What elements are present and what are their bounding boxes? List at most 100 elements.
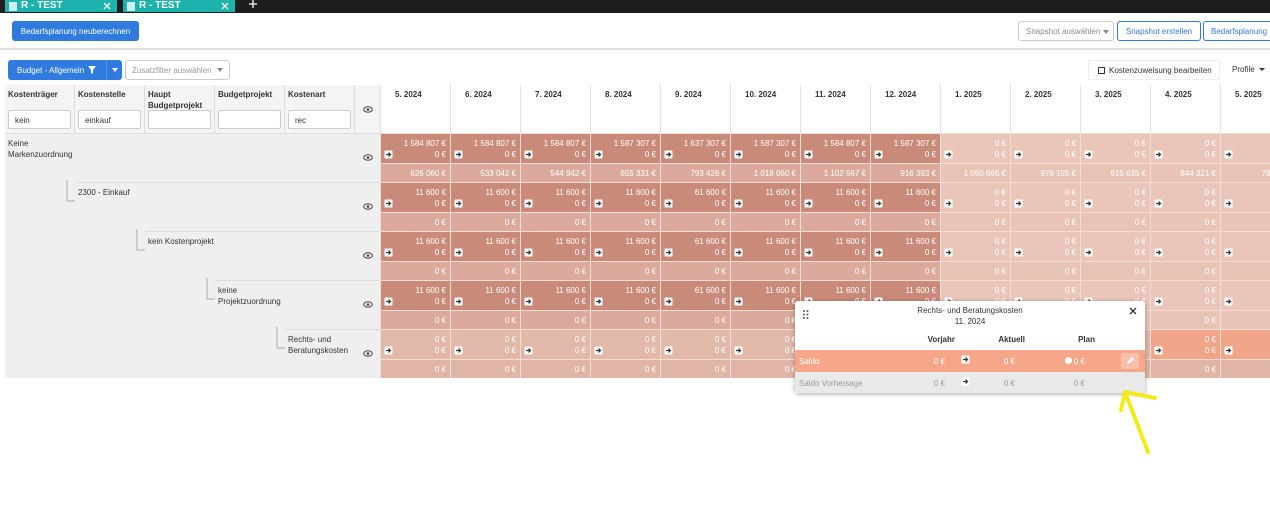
cell-value: 1 050 666 € [963,169,1006,178]
tab[interactable]: R - TEST [5,0,117,12]
transfer-button[interactable] [524,150,533,159]
transfer-button[interactable] [944,199,953,208]
transfer-button[interactable] [524,346,533,355]
tree-connector [136,229,145,251]
transfer-button[interactable] [734,297,743,306]
column-filter[interactable] [148,110,211,129]
cell-value: 0 € [714,150,726,159]
transfer-button[interactable] [874,150,883,159]
transfer-button[interactable] [961,377,970,386]
budget-dropdown[interactable]: Budget - Allgemein [8,60,122,80]
transfer-button[interactable] [1014,150,1023,159]
tab-close[interactable] [221,2,229,10]
tab[interactable]: R - TEST [123,0,235,12]
transfer-button[interactable] [594,297,603,306]
cell-value: 61 600 € [694,188,726,197]
transfer-button[interactable] [944,150,953,159]
transfer-button[interactable] [454,297,463,306]
assign-toggle[interactable]: Kostenzuweisung bearbeiten [1088,60,1220,80]
edit-button[interactable] [1121,353,1139,369]
row-label: kein Kostenprojekt [148,237,214,246]
transfer-button[interactable] [734,346,743,355]
transfer-button[interactable] [384,248,393,257]
transfer-button[interactable] [1224,199,1233,208]
cell-value: 0 € [784,150,796,159]
transfer-button[interactable] [804,248,813,257]
row-divider [285,329,380,330]
cell-value: 11 600 € [905,286,936,295]
transfer-button[interactable] [1084,199,1093,208]
month-header [1220,85,1270,133]
extra-filter[interactable]: Zusatzfilter auswählen [125,60,230,80]
transfer-button[interactable] [664,346,673,355]
visibility-toggle[interactable] [363,350,373,357]
transfer-button[interactable] [594,346,603,355]
profile-menu[interactable]: Profile [1226,60,1270,80]
column-filter[interactable] [218,110,281,129]
transfer-button[interactable] [594,248,603,257]
transfer-button[interactable] [454,199,463,208]
transfer-button[interactable] [1224,248,1233,257]
drag-handle[interactable] [803,310,809,319]
transfer-button[interactable] [961,355,970,364]
transfer-button[interactable] [664,150,673,159]
transfer-button[interactable] [874,199,883,208]
tab-close[interactable] [103,2,111,10]
visibility-toggle[interactable] [363,252,373,259]
transfer-button[interactable] [1154,150,1163,159]
snapshot-create-button[interactable]: Snapshot erstellen [1117,21,1201,41]
transfer-button[interactable] [524,248,533,257]
transfer-button[interactable] [734,150,743,159]
transfer-button[interactable] [1154,346,1163,355]
transfer-button[interactable] [594,199,603,208]
tab-add[interactable] [249,0,257,8]
edit-icon [1127,357,1134,364]
recalc-button[interactable]: Bedarfsplanung neuberechnen [12,21,139,41]
visibility-toggle[interactable] [363,106,373,113]
column-filter[interactable]: einkauf [78,110,141,129]
transfer-button[interactable] [1154,248,1163,257]
transfer-button[interactable] [1014,248,1023,257]
transfer-button[interactable] [874,248,883,257]
cell-value: 0 € [1134,218,1146,227]
popup-value: 0 € [1003,379,1015,388]
transfer-button[interactable] [664,199,673,208]
column-filter[interactable]: kein [8,110,71,129]
transfer-button[interactable] [1154,297,1163,306]
transfer-button[interactable] [1084,150,1093,159]
month-label: 9. 2024 [675,90,702,99]
cell-value: 0 € [644,150,656,159]
transfer-button[interactable] [1224,346,1233,355]
planning-button[interactable]: Bedarfsplanung [1203,21,1270,41]
visibility-toggle[interactable] [363,203,373,210]
visibility-toggle[interactable] [363,154,373,161]
transfer-button[interactable] [1224,150,1233,159]
transfer-button[interactable] [1224,297,1233,306]
transfer-button[interactable] [524,199,533,208]
transfer-button[interactable] [454,150,463,159]
transfer-button[interactable] [734,248,743,257]
transfer-button[interactable] [384,199,393,208]
transfer-button[interactable] [1014,199,1023,208]
transfer-button[interactable] [944,248,953,257]
transfer-button[interactable] [384,297,393,306]
transfer-button[interactable] [594,150,603,159]
column-filter[interactable]: rec [288,110,351,129]
popup-close[interactable] [1129,307,1137,315]
cell: 0 € [1150,359,1220,378]
cell-value: 0 € [714,297,726,306]
transfer-button[interactable] [454,248,463,257]
transfer-button[interactable] [384,346,393,355]
transfer-button[interactable] [384,150,393,159]
transfer-button[interactable] [664,248,673,257]
transfer-button[interactable] [1154,199,1163,208]
transfer-button[interactable] [454,346,463,355]
transfer-button[interactable] [734,199,743,208]
transfer-button[interactable] [664,297,673,306]
transfer-button[interactable] [804,150,813,159]
transfer-button[interactable] [524,297,533,306]
transfer-button[interactable] [1084,248,1093,257]
transfer-button[interactable] [804,199,813,208]
visibility-toggle[interactable] [363,301,373,308]
snapshot-select[interactable]: Snapshot auswählen [1018,21,1114,41]
